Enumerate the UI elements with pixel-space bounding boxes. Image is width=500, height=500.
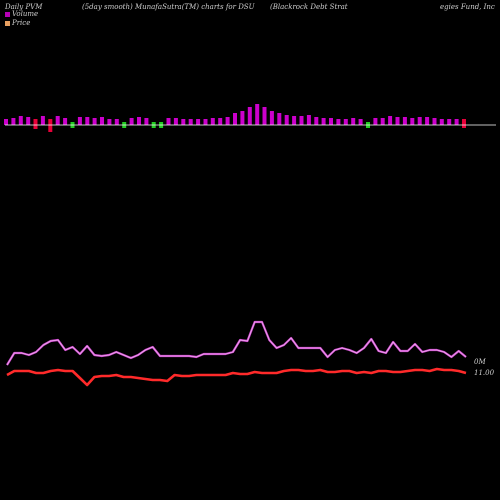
volume-bar [33, 119, 38, 129]
volume-bar [196, 119, 201, 125]
volume-bar [114, 119, 119, 125]
volume-bar [240, 111, 245, 125]
volume-bar [210, 118, 215, 125]
price-line [6, 367, 467, 387]
volume-bar [277, 113, 282, 125]
volume-bar [388, 116, 393, 125]
legend-label-volume: Volume [12, 10, 39, 18]
volume-bar [144, 118, 149, 125]
volume-bar [247, 107, 252, 125]
legend-swatch-price [5, 21, 10, 26]
volume-bar [432, 118, 437, 125]
volume-bar [55, 116, 60, 125]
legend-swatch-volume [5, 12, 10, 17]
volume-bar [129, 118, 134, 125]
volume-bar [299, 116, 304, 125]
volume-bar [373, 118, 378, 125]
volume-bar [4, 119, 8, 125]
volume-bar [336, 119, 341, 125]
volume-bar [380, 118, 385, 125]
volume-bar [166, 118, 171, 125]
volume-bar [314, 117, 319, 125]
volume-bar [306, 115, 311, 125]
volume-bar [181, 119, 186, 125]
volume-axis-label: 0M [474, 358, 486, 366]
volume-bar [269, 111, 274, 125]
volume-bar [255, 104, 260, 125]
volume-bars [4, 104, 466, 132]
volume-bar [284, 115, 289, 125]
volume-bar [351, 118, 356, 125]
volume-bar [11, 118, 16, 125]
volume-bar [63, 118, 68, 125]
volume-bar [26, 117, 31, 125]
volume-bar [18, 116, 23, 125]
header-company-cont: egies Fund, Inc [440, 3, 495, 11]
volume-bar [40, 116, 45, 125]
volume-bar [358, 119, 363, 125]
volume-bar [410, 118, 415, 125]
volume-bar [417, 117, 422, 125]
legend-item-price: Price [5, 19, 38, 28]
volume-bar [321, 118, 326, 125]
volume-bar [262, 107, 267, 125]
volume-bar [218, 118, 223, 125]
volume-bar [329, 118, 333, 125]
volume-line-highlight [6, 321, 467, 366]
legend-item-volume: Volume [5, 10, 38, 19]
volume-bar [188, 119, 193, 125]
volume-bar [203, 119, 208, 125]
volume-bar [137, 117, 141, 125]
volume-bar [402, 117, 407, 125]
volume-bar [233, 113, 237, 125]
header-company: (Blackrock Debt Strat [270, 3, 348, 11]
legend: Volume Price [5, 10, 38, 28]
header-left: Daily PVM [5, 3, 43, 11]
volume-bar [395, 117, 400, 125]
volume-bar [454, 119, 459, 125]
volume-bar [292, 116, 297, 125]
volume-bar [225, 117, 230, 125]
volume-bar [100, 117, 104, 125]
volume-bar [77, 117, 82, 125]
header-title: (5day smooth) MunafaSutra(TM) charts for… [82, 3, 255, 11]
price-volume-lines [6, 320, 467, 387]
volume-bar [439, 119, 444, 125]
volume-bar [447, 119, 452, 125]
volume-bar [343, 119, 348, 125]
price-axis-label: 11.00 [474, 369, 495, 377]
volume-bar [425, 117, 430, 125]
volume-bar [92, 118, 97, 125]
volume-line [6, 320, 467, 366]
volume-bar [48, 119, 53, 132]
legend-label-price: Price [12, 19, 31, 27]
volume-bar [107, 119, 112, 125]
volume-bar [462, 119, 466, 128]
volume-bar [85, 117, 90, 125]
volume-bar [173, 118, 178, 125]
